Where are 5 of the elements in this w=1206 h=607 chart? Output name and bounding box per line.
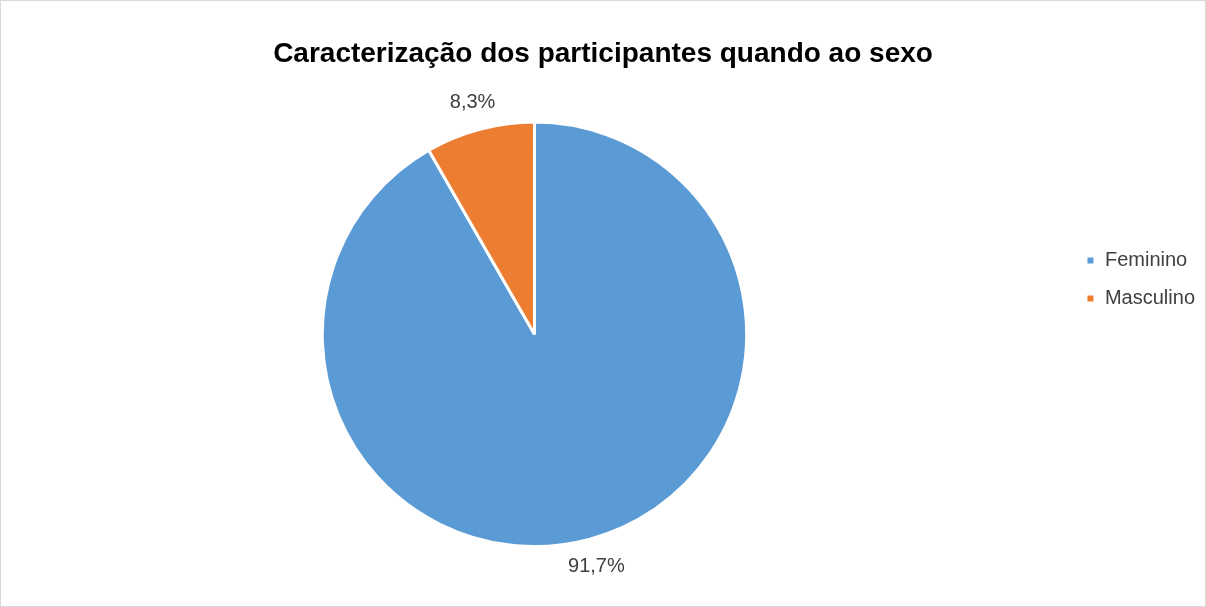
legend-label: Masculino — [1104, 286, 1196, 309]
data-label: 8,3% — [449, 89, 496, 112]
legend-label: Feminino — [1104, 248, 1188, 271]
data-label: 91,7% — [568, 553, 625, 576]
chart-title: Caracterização dos participantes quando ao sexo — [273, 36, 933, 68]
